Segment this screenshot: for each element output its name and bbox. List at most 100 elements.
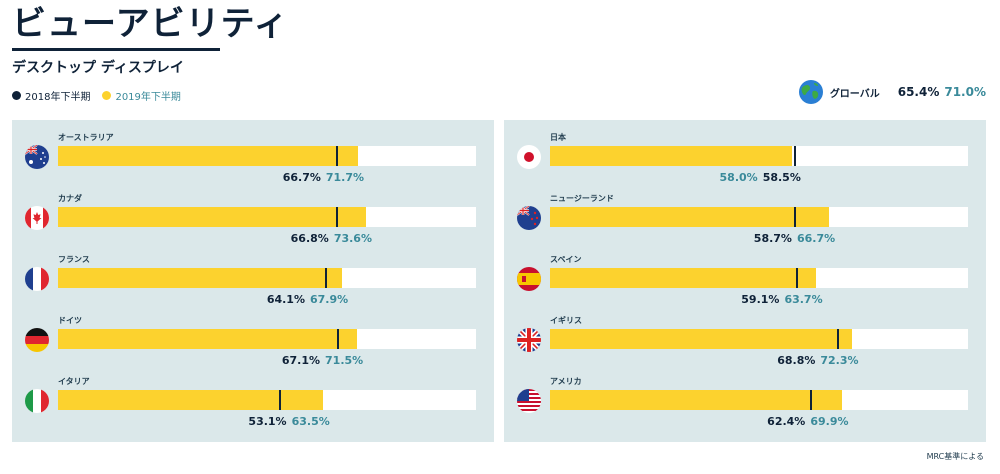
- value-label-2018: 66.8%: [290, 232, 329, 245]
- value-label-2019: 67.9%: [309, 293, 349, 306]
- japan-flag-icon: [517, 145, 541, 169]
- chart-panel-right: 日本 58.0% 58.5% ニュージーランド 58.7% 66.7% スペイン 59.1% 6…: [504, 120, 986, 442]
- global-summary: グローバル 65.4% 71.0%: [798, 79, 986, 105]
- chart-row: フランス 64.1% 67.9%: [12, 242, 494, 306]
- value-label-2018: 64.1%: [266, 293, 305, 306]
- value-labels: 59.1% 63.7%: [741, 293, 822, 306]
- value-label-2018: 67.1%: [281, 354, 321, 367]
- page-subtitle: デスクトップ ディスプレイ: [12, 60, 184, 76]
- bar-track: [550, 268, 968, 288]
- chart-row: ドイツ 67.1% 71.5%: [12, 303, 494, 367]
- australia-flag-icon: [25, 145, 49, 169]
- value-label-2019: 58.0%: [719, 171, 758, 184]
- country-label: イタリア: [58, 377, 90, 386]
- value-labels: 58.0% 58.5%: [720, 171, 801, 184]
- value-label-2018: 66.7%: [282, 171, 321, 184]
- chart-row: オーストラリア 66.7% 71.7%: [12, 120, 494, 184]
- value-label-2019: 63.7%: [784, 293, 823, 306]
- page-title: ビューアビリティ: [12, 4, 289, 44]
- value-label-2019: 63.5%: [291, 415, 330, 428]
- bar-2019: [550, 207, 829, 227]
- chart-legend: 2018年下半期 2019年下半期: [12, 88, 193, 103]
- bar-track: [550, 146, 968, 166]
- chart-row: スペイン 59.1% 63.7%: [504, 242, 986, 306]
- legend-item-2019: 2019年下半期: [102, 88, 181, 103]
- bar-track: [58, 329, 476, 349]
- bar-track: [550, 329, 968, 349]
- legend-swatch-2019: [102, 91, 112, 100]
- bar-track: [550, 390, 968, 410]
- value-label-2018: 58.5%: [762, 171, 801, 184]
- bar-2019: [58, 146, 358, 166]
- chart-panel-left: オーストラリア 66.7% 71.7% カナダ 66.8% 73.6% フランス 64.1% 6…: [12, 120, 494, 442]
- germany-flag-icon: [25, 328, 49, 352]
- marker-2018: [809, 390, 812, 410]
- new-zealand-flag-icon: [517, 206, 541, 230]
- value-labels: 53.1% 63.5%: [248, 415, 329, 428]
- bar-track: [58, 207, 476, 227]
- value-label-2018: 68.8%: [777, 354, 816, 367]
- value-label-2019: 72.3%: [820, 354, 859, 367]
- bar-2019: [550, 390, 843, 410]
- value-labels: 66.7% 71.7%: [283, 171, 364, 184]
- title-underline: [12, 48, 220, 51]
- usa-flag-icon: [517, 389, 541, 413]
- value-labels: 62.4% 69.9%: [767, 415, 848, 428]
- marker-2018: [335, 146, 338, 166]
- global-value-2019: 71.0%: [944, 85, 986, 99]
- country-label: 日本: [550, 133, 566, 142]
- country-label: オーストラリア: [58, 133, 114, 142]
- chart-row: 日本 58.0% 58.5%: [504, 120, 986, 184]
- value-label-2018: 58.7%: [753, 232, 792, 245]
- value-label-2019: 73.6%: [333, 232, 372, 245]
- marker-2018: [836, 329, 839, 349]
- legend-label-2018: 2018年下半期: [25, 92, 91, 103]
- value-label-2019: 66.7%: [796, 232, 836, 245]
- bar-2019: [58, 207, 366, 227]
- chart-row: ニュージーランド 58.7% 66.7%: [504, 181, 986, 245]
- marker-2018: [796, 268, 799, 288]
- value-label-2019: 69.9%: [810, 415, 849, 428]
- value-label-2018: 53.1%: [248, 415, 287, 428]
- value-labels: 64.1% 67.9%: [267, 293, 348, 306]
- value-label-2019: 71.5%: [325, 354, 364, 367]
- france-flag-icon: [25, 267, 49, 291]
- spain-flag-icon: [517, 267, 541, 291]
- value-label-2018: 59.1%: [741, 293, 780, 306]
- chart-row: アメリカ 62.4% 69.9%: [504, 364, 986, 428]
- legend-item-2018: 2018年下半期: [12, 88, 90, 103]
- global-label: グローバル: [829, 88, 880, 100]
- value-labels: 66.8% 73.6%: [291, 232, 372, 245]
- country-label: カナダ: [58, 194, 82, 203]
- value-labels: 68.8% 72.3%: [777, 354, 858, 367]
- uk-flag-icon: [517, 328, 541, 352]
- country-label: スペイン: [550, 255, 582, 264]
- bar-2019: [550, 146, 793, 166]
- country-label: イギリス: [550, 316, 582, 325]
- country-label: ドイツ: [58, 316, 82, 325]
- chart-row: イギリス 68.8% 72.3%: [504, 303, 986, 367]
- chart-row: イタリア 53.1% 63.5%: [12, 364, 494, 428]
- canada-flag-icon: [25, 206, 49, 230]
- bar-2019: [58, 268, 342, 288]
- value-label-2018: 62.4%: [767, 415, 806, 428]
- chart-row: カナダ 66.8% 73.6%: [12, 181, 494, 245]
- country-label: ニュージーランド: [550, 194, 614, 203]
- marker-2018: [324, 268, 327, 288]
- bar-2019: [550, 268, 817, 288]
- marker-2018: [278, 390, 281, 410]
- bar-track: [58, 268, 476, 288]
- marker-2018: [793, 146, 796, 166]
- marker-2018: [336, 207, 339, 227]
- country-label: フランス: [58, 255, 90, 264]
- value-labels: 58.7% 66.7%: [754, 232, 835, 245]
- country-label: アメリカ: [550, 377, 582, 386]
- legend-swatch-2018: [12, 91, 21, 100]
- value-label-2019: 71.7%: [325, 171, 365, 184]
- italy-flag-icon: [25, 389, 49, 413]
- marker-2018: [337, 329, 340, 349]
- globe-icon: [798, 80, 823, 104]
- bar-2019: [550, 329, 853, 349]
- footnote: MRC基準による: [926, 452, 984, 461]
- value-labels: 67.1% 71.5%: [282, 354, 363, 367]
